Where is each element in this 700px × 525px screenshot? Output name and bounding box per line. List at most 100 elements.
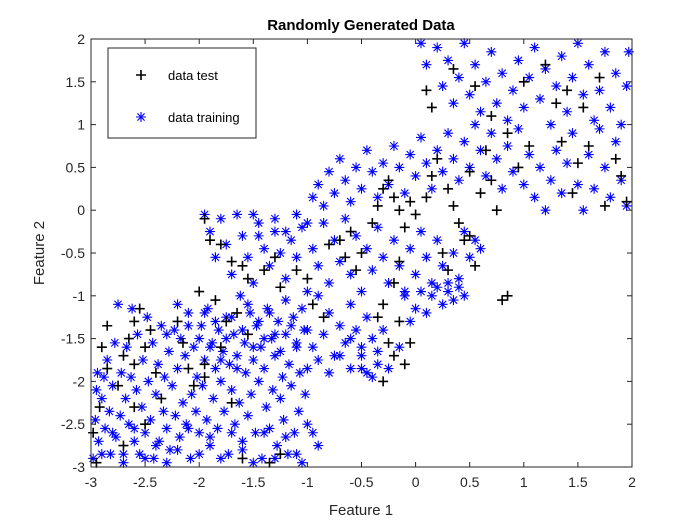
data-point (302, 419, 313, 430)
data-point (277, 372, 288, 383)
data-point (109, 337, 120, 348)
data-point (361, 145, 372, 156)
data-point (104, 406, 115, 417)
data-point (199, 307, 210, 318)
data-point (502, 128, 513, 139)
data-point (208, 393, 219, 404)
data-point (345, 269, 356, 280)
data-point (232, 363, 243, 374)
data-point (253, 218, 264, 229)
data-point (345, 299, 356, 310)
data-point (378, 376, 389, 387)
data-point (197, 380, 208, 391)
data-point (275, 393, 286, 404)
data-point (275, 282, 286, 293)
data-point (272, 440, 283, 451)
data-point (96, 393, 107, 404)
data-point (388, 141, 399, 151)
x-tick-label: -0.5 (349, 474, 373, 490)
data-point (426, 170, 437, 181)
y-tick-label: 1 (77, 117, 85, 133)
data-point (242, 273, 253, 284)
x-tick-label: 0 (412, 474, 420, 490)
data-point (324, 239, 335, 250)
data-point (426, 290, 437, 301)
data-point (567, 128, 578, 139)
data-point (102, 363, 113, 374)
data-point (136, 402, 147, 413)
data-point (172, 316, 183, 327)
data-point (215, 239, 226, 250)
data-point (167, 380, 178, 391)
data-point (210, 252, 221, 263)
data-point (147, 337, 158, 348)
data-point (185, 453, 196, 464)
data-point (356, 342, 367, 353)
data-point (475, 188, 486, 199)
data-point (175, 333, 186, 344)
data-point (421, 192, 432, 203)
data-point (239, 337, 250, 348)
data-point (172, 363, 183, 374)
data-point (432, 153, 443, 164)
data-point (137, 355, 148, 365)
data-point (491, 98, 502, 109)
y-tick-label: 1.5 (66, 74, 86, 90)
data-point (107, 380, 118, 391)
data-point (486, 111, 497, 122)
data-point (215, 376, 226, 387)
data-point (334, 320, 345, 331)
data-point (572, 179, 583, 190)
data-point (361, 312, 372, 323)
data-point (275, 346, 286, 357)
data-point (264, 307, 275, 318)
data-point (551, 145, 562, 156)
data-point (507, 166, 518, 177)
data-point (313, 355, 324, 365)
data-point (259, 427, 270, 438)
data-point (448, 153, 459, 164)
data-point (524, 72, 535, 83)
data-point (159, 372, 170, 383)
data-point (129, 359, 140, 370)
y-tick-label: -1.5 (61, 331, 85, 347)
data-point (416, 132, 427, 143)
data-point (107, 427, 118, 438)
data-point (293, 406, 304, 417)
data-point (118, 449, 129, 460)
data-point (367, 218, 378, 229)
data-point (361, 367, 372, 378)
data-point (242, 252, 253, 263)
data-point (351, 162, 362, 173)
data-point (237, 444, 248, 455)
data-point (150, 367, 161, 378)
data-point (163, 346, 174, 357)
data-point (194, 449, 205, 460)
data-point (207, 337, 218, 348)
data-point (180, 350, 191, 361)
data-point (551, 98, 562, 109)
data-point (183, 423, 194, 434)
data-point (226, 269, 237, 280)
data-point (448, 98, 459, 109)
data-point (237, 325, 248, 336)
y-tick-label: -2 (73, 373, 86, 389)
data-point (242, 329, 253, 340)
data-point (399, 188, 410, 199)
data-point (378, 183, 389, 194)
data-point (234, 397, 245, 408)
data-point (269, 453, 280, 464)
data-point (237, 230, 248, 241)
data-point (616, 170, 627, 181)
data-point (372, 346, 383, 357)
data-point (437, 260, 448, 271)
data-point (448, 295, 459, 306)
data-point (535, 162, 546, 173)
data-point (296, 303, 307, 314)
data-point (210, 295, 221, 306)
data-point (599, 46, 610, 57)
data-point (96, 449, 107, 460)
legend: data test data training (107, 47, 257, 139)
data-point (129, 316, 140, 327)
data-point (599, 162, 610, 173)
